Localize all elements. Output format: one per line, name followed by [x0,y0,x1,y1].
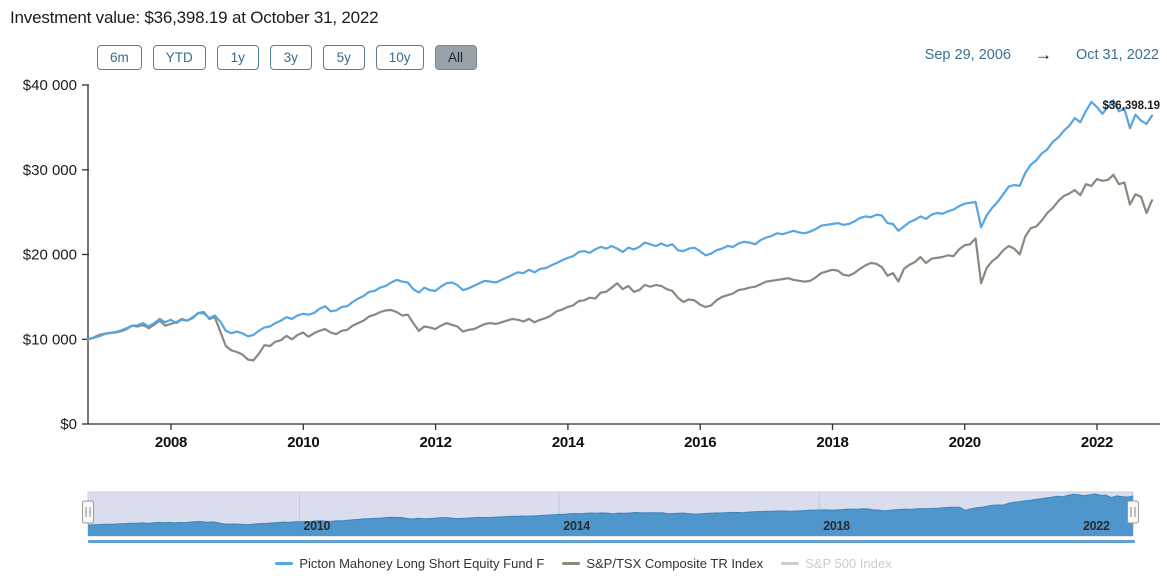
x-axis-label: 2022 [1081,434,1113,451]
legend-dash-icon [275,562,294,565]
x-axis-label: 2008 [155,434,187,451]
x-axis-label: 2020 [949,434,981,451]
plot-area[interactable] [88,85,1152,424]
y-axis-label: $0 [60,416,77,433]
range-button-ytd[interactable]: YTD [152,45,206,70]
x-axis-label: 2018 [816,434,848,451]
x-axis-label: 2014 [552,434,585,451]
legend-label: Picton Mahoney Long Short Equity Fund F [299,556,545,571]
navigator-handle-left[interactable] [82,500,94,524]
x-axis-label: 2016 [684,434,716,451]
date-range: Sep 29, 2006 → Oct 31, 2022 [924,45,1159,64]
investment-value-title: Investment value: $36,398.19 at October … [10,8,379,27]
range-button-5y[interactable]: 5y [322,45,365,70]
y-axis-label: $40 000 [23,77,77,94]
legend-item-1[interactable]: S&P/TSX Composite TR Index [562,556,763,571]
navigator-year-label: 2010 [304,519,331,533]
legend: Picton Mahoney Long Short Equity Fund F S… [0,556,1167,571]
series-line-1 [86,173,1154,362]
y-axis-label: $20 000 [23,247,77,264]
legend-label: S&P 500 Index [805,556,892,571]
navigator-handle-right[interactable] [1127,500,1139,524]
legend-dash-icon [781,562,800,565]
range-button-1y[interactable]: 1y [216,45,259,70]
series-line-0 [86,99,1154,341]
range-button-3y[interactable]: 3y [269,45,312,70]
end-date[interactable]: Oct 31, 2022 [1075,47,1159,63]
legend-dash-icon [562,562,581,565]
x-axis-label: 2010 [287,434,319,451]
arrow-right-icon: → [1034,45,1052,64]
navigator-year-label: 2014 [563,519,590,533]
navigator-year-label: 2022 [1083,519,1110,533]
y-axis-label: $30 000 [23,162,77,179]
chart-canvas: 2010 2014 2018 2022 $0 $10 000 $20 000 $30 000 $… [23,77,1160,543]
navigator-scrollbar[interactable] [88,540,1135,543]
y-axis-label: $10 000 [23,331,77,348]
navigator-area[interactable] [88,494,1133,536]
range-button-6m[interactable]: 6m [97,45,142,70]
legend-label: S&P/TSX Composite TR Index [586,556,764,571]
range-buttons: 6m YTD 1y 3y 5y 10y All [97,45,477,70]
range-button-all[interactable]: All [434,45,477,70]
start-date[interactable]: Sep 29, 2006 [924,47,1011,63]
legend-item-2[interactable]: S&P 500 Index [781,556,892,571]
x-axis-label: 2012 [420,434,452,451]
navigator-area-edge [87,493,1134,526]
last-value-label: $36,398.19 [1102,100,1160,112]
range-button-10y[interactable]: 10y [375,45,424,70]
navigator-year-label: 2018 [823,519,850,533]
legend-item-0[interactable]: Picton Mahoney Long Short Equity Fund F [275,556,544,571]
